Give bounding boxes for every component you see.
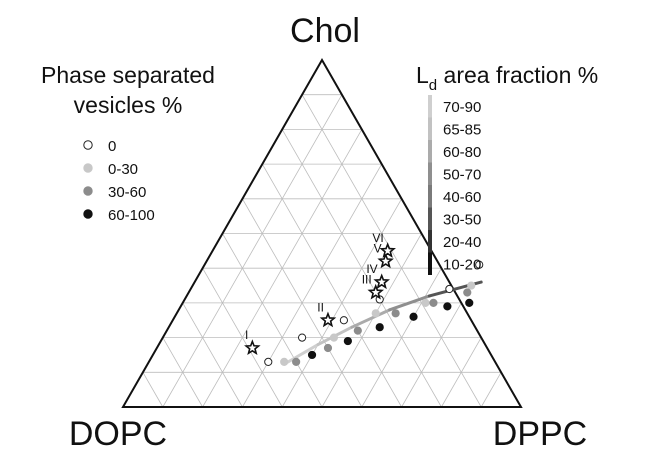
data-point xyxy=(421,298,430,307)
star-label: IV xyxy=(366,262,377,276)
phase-legend-label: 30-60 xyxy=(108,184,146,201)
area-legend-title: Ld area fraction % xyxy=(416,62,598,94)
data-point xyxy=(375,323,384,332)
grid-line xyxy=(321,233,422,408)
area-legend-label: 40-60 xyxy=(443,189,481,206)
vertex-label-left: DOPC xyxy=(69,415,167,452)
phase-legend: Phase separated vesicles % 0 0-30 30-60 60-… xyxy=(41,62,215,224)
grid-line xyxy=(142,372,164,408)
data-point xyxy=(264,357,273,366)
area-legend-label: 10-20 xyxy=(443,257,481,274)
data-point xyxy=(371,309,380,318)
star-marker xyxy=(377,252,394,269)
star-label: II xyxy=(317,300,324,314)
grid-line xyxy=(162,337,203,408)
star-marker xyxy=(379,242,396,258)
grid-line xyxy=(202,268,283,408)
area-legend-title-sub: d xyxy=(429,77,437,94)
data-point xyxy=(280,357,289,366)
phase-legend-marker xyxy=(83,163,93,173)
area-legend-label: 20-40 xyxy=(443,234,481,251)
data-point xyxy=(409,312,418,321)
grid-line xyxy=(480,372,502,408)
area-legend-title-main: L xyxy=(416,62,429,88)
star-label: VI xyxy=(372,231,383,245)
area-legend-label: 65-85 xyxy=(443,122,481,139)
star-label: III xyxy=(362,272,372,286)
grid-line xyxy=(162,94,343,408)
area-legend-label: 50-70 xyxy=(443,167,481,184)
phase-legend-marker xyxy=(83,209,93,219)
data-point xyxy=(353,326,362,335)
star-label: I xyxy=(245,328,248,342)
data-point xyxy=(323,343,333,353)
data-point xyxy=(343,336,352,346)
star-marker xyxy=(319,311,337,328)
tieline xyxy=(286,280,483,364)
data-point xyxy=(465,298,474,307)
data-point xyxy=(463,288,472,297)
data-point xyxy=(307,350,317,360)
tieline-segment xyxy=(388,294,431,312)
grid-line xyxy=(242,163,383,408)
vertex-label-right: DPPC xyxy=(493,415,587,452)
grid-line xyxy=(222,233,323,408)
data-point xyxy=(467,281,476,290)
ternary-grid xyxy=(142,94,502,408)
grid-line xyxy=(441,337,482,408)
data-point xyxy=(443,302,452,311)
data-point xyxy=(429,298,438,307)
phase-legend-title-line2: vesicles % xyxy=(74,92,183,118)
star-marker xyxy=(367,283,385,300)
data-point xyxy=(329,333,339,342)
ternary-triangle-outline xyxy=(121,57,523,408)
area-legend-label: 30-50 xyxy=(443,212,481,229)
tieline-segment xyxy=(350,308,392,329)
grid-line xyxy=(361,268,442,408)
grid-line xyxy=(261,163,402,408)
data-point xyxy=(445,284,454,294)
star-marker xyxy=(244,339,261,356)
phase-legend-marker xyxy=(83,186,93,196)
data-point xyxy=(298,333,307,342)
area-legend-title-rest: area fraction % xyxy=(437,62,598,88)
area-legend-label: 70-90 xyxy=(443,99,481,116)
data-point xyxy=(292,357,301,366)
phase-legend-title-line1: Phase separated xyxy=(41,62,215,88)
phase-legend-marker xyxy=(83,140,93,150)
phase-legend-label: 0 xyxy=(108,138,116,155)
area-legend: Ld area fraction % 70-90 65-85 60-80 50-70 4… xyxy=(416,62,598,275)
phase-legend-label: 60-100 xyxy=(108,207,155,224)
grid-line xyxy=(182,302,243,408)
data-point xyxy=(339,316,348,325)
vertex-label-top: Chol xyxy=(290,12,360,50)
star-label: V xyxy=(374,241,382,255)
data-point xyxy=(391,309,400,318)
phase-legend-label: 0-30 xyxy=(108,161,138,178)
star-marker xyxy=(373,273,390,290)
tieline-segment xyxy=(286,343,320,364)
area-legend-label: 60-80 xyxy=(443,144,481,161)
grid-line xyxy=(401,302,462,408)
data-points xyxy=(264,260,484,366)
data-point xyxy=(475,260,484,269)
